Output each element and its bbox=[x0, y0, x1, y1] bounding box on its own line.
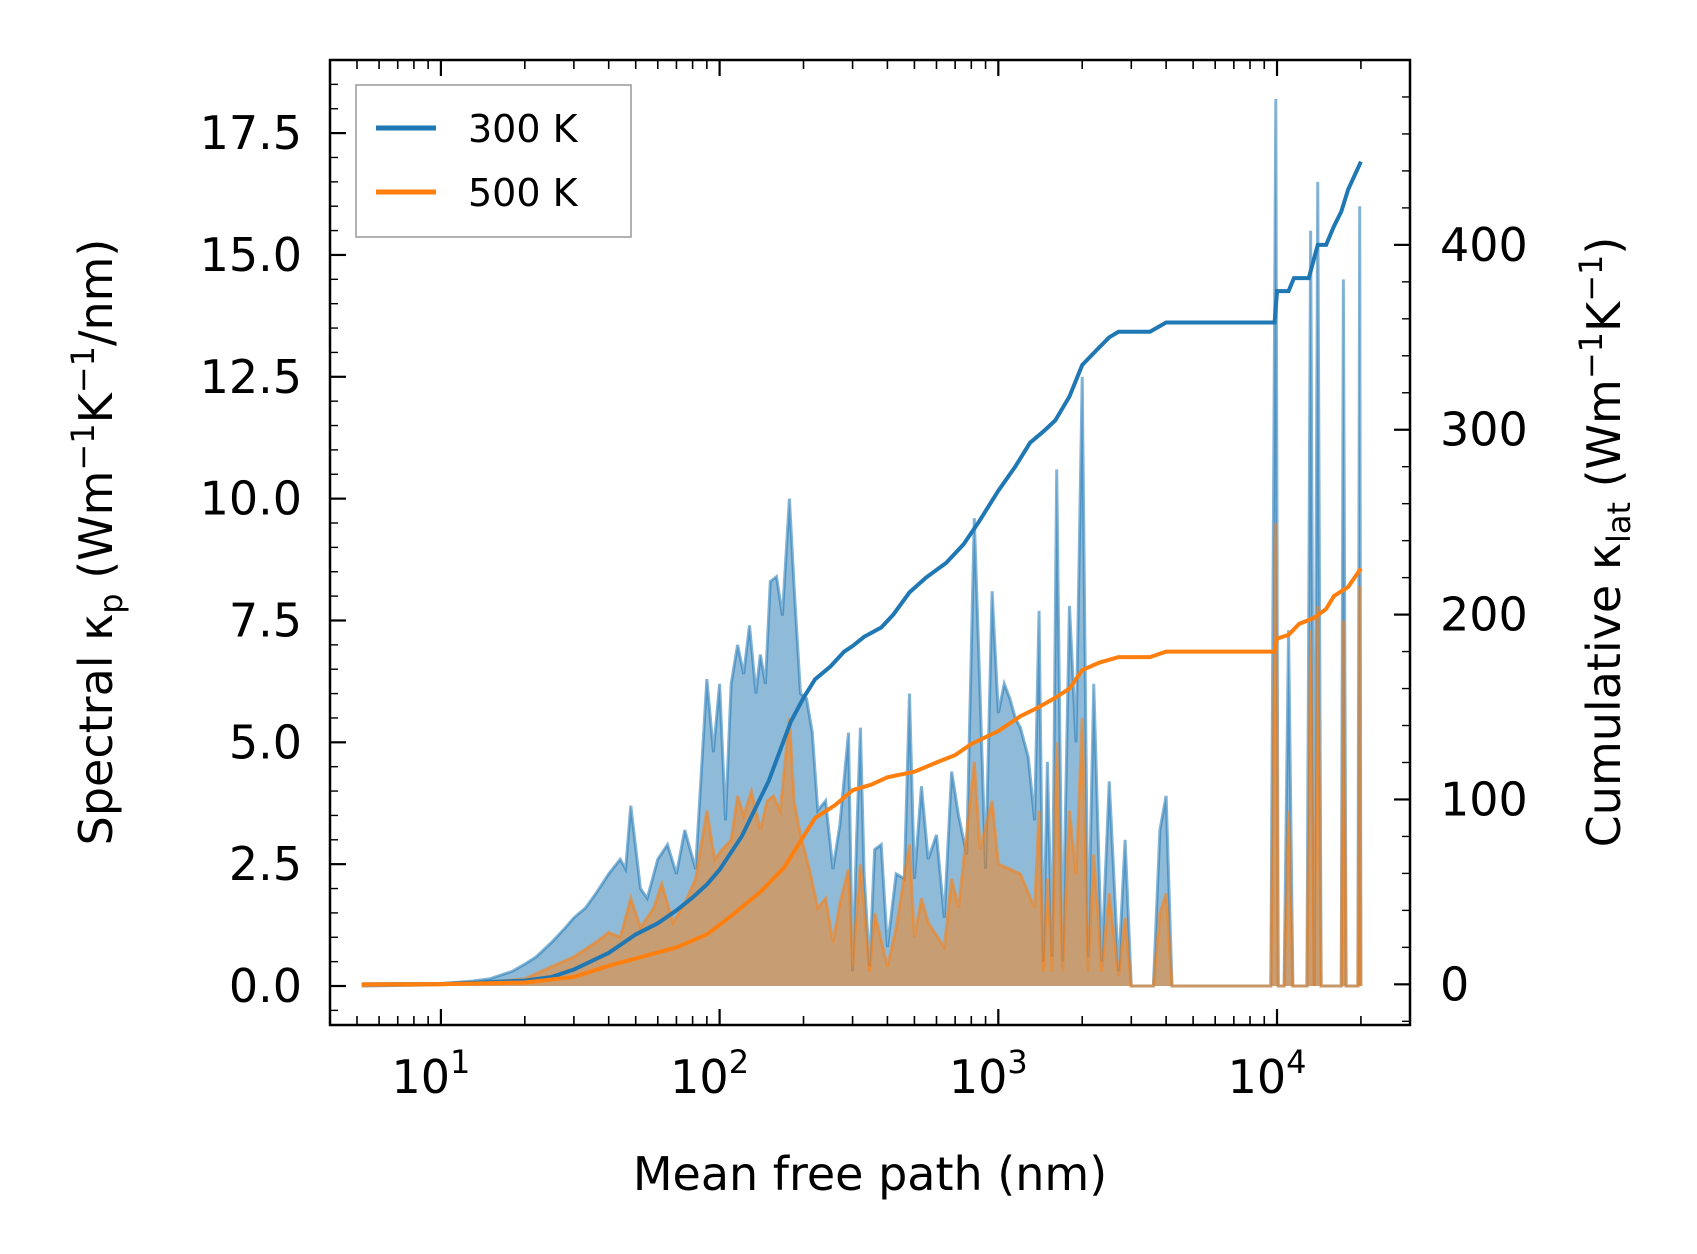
y-left-tick-label: 17.5 bbox=[200, 106, 302, 160]
y-right-tick-label: 300 bbox=[1440, 403, 1528, 457]
y-right-label-sup1: −1 bbox=[1572, 332, 1610, 379]
y-right-label-text-b: (Wm bbox=[1577, 379, 1631, 502]
y-left-label-sup1: −1 bbox=[64, 423, 102, 470]
y-right-label-text-d: ) bbox=[1577, 237, 1631, 255]
y-axis-left-label: Spectral κp (Wm−1K−1/nm) bbox=[64, 239, 130, 846]
y-right-tick-label: 400 bbox=[1440, 218, 1528, 272]
axis-tick-labels: 101 102 103 104 0.0 2.5 5.0 7.5 10.0 12.5 15.0 17.5… bbox=[200, 106, 1528, 1104]
legend-box bbox=[355, 84, 632, 238]
y-left-tick-label: 0.0 bbox=[229, 959, 302, 1013]
y-right-label-sup2: −1 bbox=[1572, 255, 1610, 302]
cumulative-lines bbox=[361, 160, 1363, 987]
y-left-label-text-c: K bbox=[69, 391, 123, 423]
spectral-outline-500k bbox=[361, 522, 1363, 988]
y-left-label-sup2: −1 bbox=[64, 346, 102, 393]
y-right-label-text-a: Cumulative κ bbox=[1577, 543, 1631, 847]
y-left-label-text-b: (Wm bbox=[69, 471, 123, 594]
svg-text:Cumulative κlat (Wm−1K−1): Cumulative κlat (Wm−1K−1) bbox=[1572, 237, 1638, 848]
y-right-tick-label: 100 bbox=[1440, 772, 1528, 826]
y-left-tick-label: 12.5 bbox=[200, 350, 302, 404]
x-axis-label: Mean free path (nm) bbox=[633, 1147, 1107, 1201]
plot-frame bbox=[328, 58, 1412, 1027]
x-tick-label: 104 bbox=[1228, 1043, 1307, 1104]
legend-label-300k: 300 K bbox=[468, 107, 579, 151]
y-right-tick-label: 200 bbox=[1440, 588, 1528, 642]
y-right-tick-label: 0 bbox=[1440, 957, 1469, 1011]
legend: 300 K 500 K bbox=[355, 84, 632, 238]
spectral-area-500k bbox=[361, 523, 1361, 987]
y-right-label-sub: lat bbox=[1600, 502, 1638, 543]
y-left-label-text-d: /nm) bbox=[69, 239, 123, 346]
y-left-tick-label: 15.0 bbox=[200, 228, 302, 282]
y-left-tick-label: 5.0 bbox=[229, 715, 302, 769]
spectral-fills bbox=[361, 98, 1363, 988]
y-left-label-sub: p bbox=[92, 593, 130, 613]
y-right-label-text-c: K bbox=[1577, 300, 1631, 332]
y-left-tick-label: 7.5 bbox=[229, 593, 302, 647]
legend-label-500k: 500 K bbox=[468, 171, 579, 215]
x-tick-label: 102 bbox=[670, 1043, 749, 1104]
y-left-label-text-a: Spectral κ bbox=[69, 614, 123, 846]
y-left-tick-label: 2.5 bbox=[229, 837, 302, 891]
y-left-tick-label: 10.0 bbox=[200, 472, 302, 526]
axis-ticks bbox=[329, 60, 1411, 1025]
y-axis-right-label: Cumulative κlat (Wm−1K−1) bbox=[1572, 237, 1638, 848]
x-tick-label: 101 bbox=[391, 1043, 470, 1104]
cumulative-line-500k bbox=[361, 567, 1363, 987]
cumulative-line-300k bbox=[361, 160, 1363, 987]
x-tick-label: 103 bbox=[949, 1043, 1028, 1104]
svg-text:Spectral κp (Wm−1K−1/nm): Spectral κp (Wm−1K−1/nm) bbox=[64, 239, 130, 846]
